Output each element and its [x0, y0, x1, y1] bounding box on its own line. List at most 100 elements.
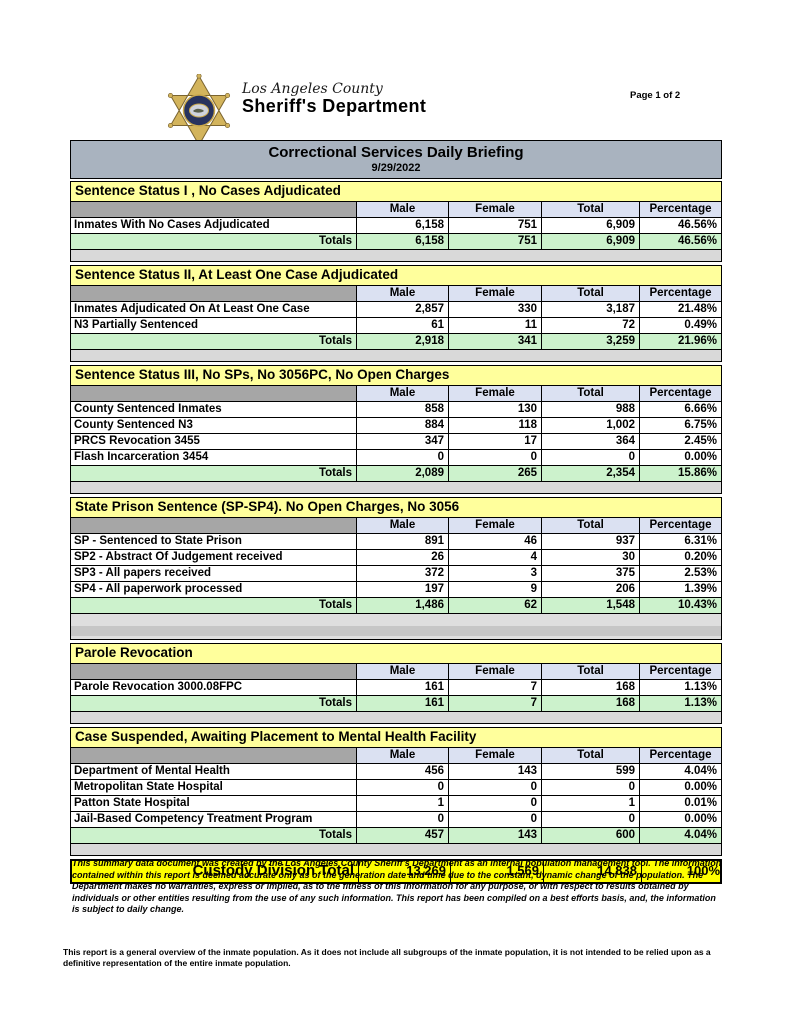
section-rows: Inmates With No Cases Adjudicated 6,158 …: [70, 218, 722, 234]
totals-male: 457: [357, 828, 449, 844]
agency-name: Los Angeles County Sheriff's Department: [242, 74, 426, 116]
row-male: 347: [357, 434, 449, 450]
row-percentage: 6.75%: [640, 418, 722, 434]
totals-total: 6,909: [542, 234, 640, 250]
totals-label: Totals: [70, 828, 357, 844]
column-header-male: Male: [357, 386, 449, 402]
row-male: 61: [357, 318, 449, 334]
row-male: 197: [357, 582, 449, 598]
row-total: 988: [542, 402, 640, 418]
totals-total: 2,354: [542, 466, 640, 482]
totals-percentage: 46.56%: [640, 234, 722, 250]
report-section: Parole Revocation Male Female Total Perc…: [70, 643, 722, 724]
totals-percentage: 21.96%: [640, 334, 722, 350]
section-spacer: [70, 350, 722, 362]
row-percentage: 0.00%: [640, 450, 722, 466]
column-header-total: Total: [542, 518, 640, 534]
grand-total-male: 13,269: [359, 861, 451, 882]
row-female: 0: [449, 796, 542, 812]
report-title-bar: Correctional Services Daily Briefing 9/2…: [70, 140, 722, 179]
row-total: 375: [542, 566, 640, 582]
section-rows: Inmates Adjudicated On At Least One Case…: [70, 302, 722, 334]
row-label: Metropolitan State Hospital: [70, 780, 357, 796]
row-female: 0: [449, 450, 542, 466]
row-percentage: 6.66%: [640, 402, 722, 418]
report-section: State Prison Sentence (SP-SP4). No Open …: [70, 497, 722, 640]
totals-female: 143: [449, 828, 542, 844]
row-male: 1: [357, 796, 449, 812]
table-header-row: Male Female Total Percentage: [70, 286, 722, 302]
row-female: 118: [449, 418, 542, 434]
column-header-female: Female: [449, 518, 542, 534]
table-header-row: Male Female Total Percentage: [70, 202, 722, 218]
document-header: Los Angeles County Sheriff's Department: [164, 74, 426, 148]
totals-percentage: 4.04%: [640, 828, 722, 844]
row-male: 456: [357, 764, 449, 780]
section-spacer: [70, 712, 722, 724]
report-section: Case Suspended, Awaiting Placement to Me…: [70, 727, 722, 856]
column-header-percentage: Percentage: [640, 202, 722, 218]
column-header-percentage: Percentage: [640, 748, 722, 764]
table-header-row: Male Female Total Percentage: [70, 664, 722, 680]
row-label: SP2 - Abstract Of Judgement received: [70, 550, 357, 566]
totals-percentage: 15.86%: [640, 466, 722, 482]
header-blank-cell: [70, 748, 357, 764]
row-label: PRCS Revocation 3455: [70, 434, 357, 450]
row-male: 0: [357, 780, 449, 796]
row-label: SP4 - All paperwork processed: [70, 582, 357, 598]
row-female: 3: [449, 566, 542, 582]
table-row: Jail-Based Competency Treatment Program …: [70, 812, 722, 828]
section-spacer: [70, 250, 722, 262]
row-female: 0: [449, 780, 542, 796]
row-female: 11: [449, 318, 542, 334]
grand-total-total: 14,838: [544, 861, 642, 882]
agency-county-line: Los Angeles County: [242, 81, 383, 97]
row-total: 1: [542, 796, 640, 812]
row-label: Jail-Based Competency Treatment Program: [70, 812, 357, 828]
totals-female: 751: [449, 234, 542, 250]
totals-row: Totals 6,158 751 6,909 46.56%: [70, 234, 722, 250]
totals-row: Totals 2,918 341 3,259 21.96%: [70, 334, 722, 350]
section-heading: Case Suspended, Awaiting Placement to Me…: [70, 727, 722, 748]
row-label: County Sentenced N3: [70, 418, 357, 434]
row-label: Department of Mental Health: [70, 764, 357, 780]
totals-total: 3,259: [542, 334, 640, 350]
grand-total-percentage: 100%: [686, 863, 720, 878]
report-sections: Sentence Status I , No Cases Adjudicated…: [70, 181, 722, 856]
row-percentage: 0.00%: [640, 812, 722, 828]
report-title: Correctional Services Daily Briefing: [268, 144, 524, 161]
row-total: 206: [542, 582, 640, 598]
row-female: 4: [449, 550, 542, 566]
column-header-percentage: Percentage: [640, 386, 722, 402]
row-label: N3 Partially Sentenced: [70, 318, 357, 334]
row-label: Inmates Adjudicated On At Least One Case: [70, 302, 357, 318]
column-header-total: Total: [542, 386, 640, 402]
table-row: Inmates Adjudicated On At Least One Case…: [70, 302, 722, 318]
row-female: 17: [449, 434, 542, 450]
column-header-male: Male: [357, 518, 449, 534]
totals-female: 341: [449, 334, 542, 350]
section-heading: Parole Revocation: [70, 643, 722, 664]
row-female: 9: [449, 582, 542, 598]
row-total: 1,002: [542, 418, 640, 434]
column-header-male: Male: [357, 664, 449, 680]
table-row: SP - Sentenced to State Prison 891 46 93…: [70, 534, 722, 550]
row-percentage: 2.53%: [640, 566, 722, 582]
totals-label: Totals: [70, 334, 357, 350]
totals-row: Totals 457 143 600 4.04%: [70, 828, 722, 844]
row-male: 891: [357, 534, 449, 550]
header-blank-cell: [70, 518, 357, 534]
column-header-total: Total: [542, 202, 640, 218]
header-blank-cell: [70, 286, 357, 302]
row-male: 161: [357, 680, 449, 696]
row-female: 143: [449, 764, 542, 780]
table-row: Metropolitan State Hospital 0 0 0 0.00%: [70, 780, 722, 796]
totals-total: 1,548: [542, 598, 640, 614]
totals-label: Totals: [70, 696, 357, 712]
row-female: 751: [449, 218, 542, 234]
row-total: 937: [542, 534, 640, 550]
row-percentage: 4.04%: [640, 764, 722, 780]
table-row: SP3 - All papers received 372 3 375 2.53…: [70, 566, 722, 582]
table-row: County Sentenced Inmates 858 130 988 6.6…: [70, 402, 722, 418]
row-label: SP3 - All papers received: [70, 566, 357, 582]
